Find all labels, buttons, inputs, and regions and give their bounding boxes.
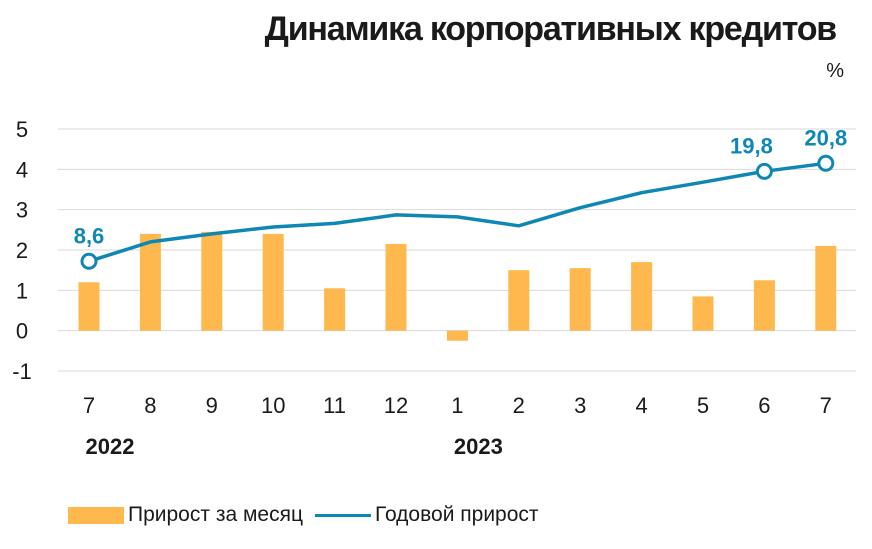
x-tick-label: 10 [261, 393, 285, 418]
bar [201, 231, 223, 331]
legend: Прирост за месяц Годовой прирост [68, 503, 551, 527]
x-tick-label: 8 [144, 393, 156, 418]
x-tick-label: 1 [451, 393, 463, 418]
y-tick-label: 0 [16, 319, 28, 344]
x-tick-label: 3 [574, 393, 586, 418]
x-tick-label: 5 [697, 393, 709, 418]
y-tick-label: -1 [12, 359, 32, 384]
bar [753, 280, 775, 331]
year-label: 2023 [454, 434, 503, 459]
line-markers: 8,6 19,8 20,8 [74, 125, 847, 270]
line-marker [755, 162, 773, 180]
bar [262, 233, 284, 331]
line-marker [817, 154, 835, 172]
x-tick-label: 11 [323, 393, 346, 418]
bar [139, 233, 161, 331]
legend-swatch-bar [68, 506, 124, 524]
bar [446, 330, 468, 341]
bar [569, 268, 591, 331]
legend-swatch-line [314, 513, 371, 517]
y-tick-label: 4 [16, 157, 28, 182]
x-axis-ticks: 7 8 9 10 11 12 1 2 3 4 5 6 7 [83, 393, 832, 418]
bar [815, 245, 837, 331]
y-tick-label: 5 [16, 117, 28, 142]
legend-item-yearly: Годовой прирост [314, 503, 539, 527]
bar [324, 288, 346, 331]
line-series [87, 161, 828, 264]
data-label: 20,8 [804, 125, 847, 150]
data-label: 19,8 [730, 133, 773, 158]
data-label: 8,6 [74, 223, 105, 248]
x-tick-label: 7 [820, 393, 832, 418]
y-tick-label: 1 [16, 278, 28, 303]
x-tick-label: 7 [83, 393, 95, 418]
y-tick-label: 2 [16, 238, 28, 263]
unit-label: % [826, 60, 844, 82]
legend-label-yearly: Годовой прирост [374, 503, 539, 526]
x-tick-label: 6 [758, 393, 770, 418]
legend-label-monthly: Прирост за месяц [128, 503, 303, 526]
bar-series [78, 231, 837, 341]
bar [385, 243, 407, 331]
x-tick-label: 2 [513, 393, 525, 418]
x-tick-label: 4 [635, 393, 647, 418]
y-tick-label: 3 [16, 198, 28, 223]
bar [631, 262, 653, 331]
x-tick-label: 12 [384, 393, 408, 418]
yearly-growth-line [87, 161, 828, 264]
bar [692, 296, 714, 331]
bar [78, 282, 100, 331]
x-tick-label: 9 [206, 393, 218, 418]
line-marker [80, 252, 98, 270]
chart-title: Динамика корпоративных кредитов [264, 10, 838, 48]
year-labels: 2022 2023 [86, 434, 503, 459]
year-label: 2022 [86, 434, 135, 459]
y-axis-ticks: 5 4 3 2 1 0 -1 [12, 117, 32, 384]
legend-item-monthly: Прирост за месяц [68, 503, 303, 527]
bar [508, 270, 530, 331]
